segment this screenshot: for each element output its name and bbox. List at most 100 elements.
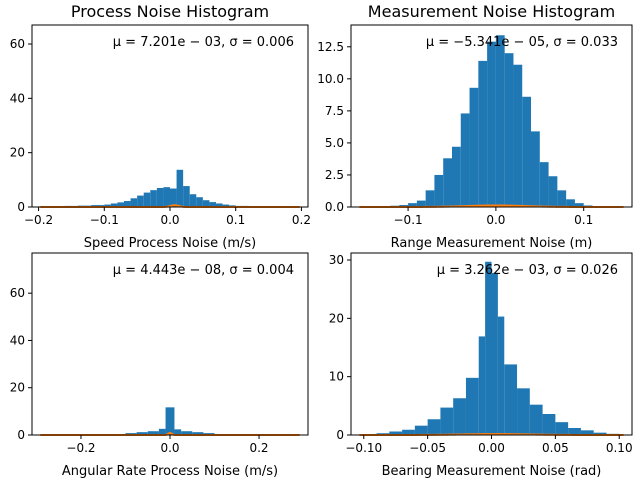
y-tick-label: 0.0 — [325, 200, 344, 214]
histogram-bar — [557, 190, 567, 207]
histogram-bar — [414, 425, 428, 435]
y-tick-label: 20 — [10, 381, 25, 395]
histogram-bar — [170, 407, 175, 435]
x-tick-label: 0.0 — [486, 213, 505, 227]
x-tick-label: −0.2 — [66, 441, 95, 455]
x-tick-label: 0.2 — [249, 441, 268, 455]
histogram-bar — [216, 203, 223, 207]
x-tick-label: 0.0 — [160, 213, 179, 227]
x-tick-label: −0.1 — [90, 213, 119, 227]
stats-annotation: μ = 7.201e − 03, σ = 0.006 — [113, 35, 294, 50]
chart-title: Measurement Noise Histogram — [368, 2, 615, 21]
y-tick-label: 40 — [10, 333, 25, 347]
histogram-bar — [170, 188, 177, 207]
histogram-bar — [555, 422, 569, 435]
axes-frame — [31, 24, 309, 208]
x-tick-label: −0.2 — [24, 213, 53, 227]
histogram-bar — [593, 432, 607, 435]
histogram-bar — [150, 190, 157, 207]
y-tick-label: 5.0 — [325, 136, 344, 150]
y-tick-label: 0 — [17, 428, 25, 442]
x-tick-label: 0.2 — [292, 213, 311, 227]
histogram-bar — [156, 187, 164, 207]
histogram-bar — [196, 197, 203, 207]
y-tick-label: 30 — [329, 253, 344, 267]
histogram-bar — [104, 204, 111, 207]
histogram-bar — [504, 364, 518, 435]
x-axis-label: Bearing Measurement Noise (rad) — [382, 464, 602, 479]
histogram-bar — [513, 64, 523, 207]
axes-frame — [350, 24, 633, 208]
histogram-bar — [124, 201, 131, 207]
histogram-bar — [531, 131, 540, 207]
histogram-bar — [574, 203, 584, 207]
histogram-bar — [504, 53, 514, 208]
y-tick-label: 0 — [336, 428, 344, 442]
y-tick-label: 12.5 — [317, 40, 344, 54]
histogram-bar — [137, 195, 144, 207]
histogram-bar — [222, 204, 230, 207]
stats-annotation: μ = 4.443e − 08, σ = 0.004 — [113, 263, 294, 278]
histogram-bar — [522, 96, 532, 207]
x-axis-label: Speed Process Noise (m/s) — [84, 236, 257, 251]
histogram-bar — [110, 203, 118, 207]
histogram-bar — [453, 398, 466, 435]
histogram-bar — [460, 113, 470, 207]
histogram-bar — [465, 377, 479, 435]
histogram-bar — [143, 192, 151, 207]
y-tick-label: 0 — [17, 200, 25, 214]
histogram-bar — [176, 169, 184, 207]
histogram-bar — [580, 430, 594, 435]
y-tick-label: 7.5 — [325, 104, 344, 118]
histogram-bar — [402, 429, 415, 435]
histogram-bar — [443, 158, 452, 207]
histogram-bar — [478, 60, 488, 207]
y-tick-label: 20 — [10, 146, 25, 160]
stats-annotation: μ = −5.341e − 05, σ = 0.033 — [426, 35, 618, 50]
x-tick-label: 0.0 — [160, 441, 179, 455]
histogram-bar — [425, 190, 435, 207]
panel-speed-process-noise: −0.2 −0.1 0.0 0.1 0.2 0 20 40 60 Process Noise Hi… — [10, 2, 311, 251]
histogram-bar — [192, 432, 204, 435]
x-tick-label: −0.10 — [345, 441, 382, 455]
histogram-bar — [389, 431, 403, 435]
histogram-bar — [117, 202, 124, 207]
histogram-bar — [566, 199, 575, 207]
panel-bearing-measurement-noise: −0.10 −0.05 0.00 0.05 0.10 0 10 20 30 Bearing Mea… — [329, 252, 633, 479]
x-tick-label: −0.05 — [409, 441, 446, 455]
histogram-bar — [130, 198, 138, 207]
histogram-bar — [147, 431, 159, 435]
histogram-bar — [469, 87, 479, 207]
x-tick-label: 0.1 — [574, 213, 593, 227]
x-axis-label: Angular Rate Process Noise (m/s) — [62, 464, 278, 479]
histogram-bar — [542, 414, 556, 435]
histogram-bar — [487, 41, 496, 207]
histogram-bar — [497, 316, 505, 435]
x-tick-label: 0.05 — [542, 441, 569, 455]
histogram-bar — [491, 272, 498, 435]
histogram-bar — [440, 407, 454, 435]
histogram-bar — [427, 419, 441, 435]
histogram-bar — [189, 194, 197, 207]
histogram-bar — [165, 407, 170, 435]
histogram-bar — [434, 174, 444, 207]
histogram-bar — [209, 202, 216, 207]
histogram-bar — [568, 428, 581, 435]
x-tick-label: 0.10 — [606, 441, 633, 455]
x-tick-label: −0.1 — [394, 213, 423, 227]
x-tick-label: 0.00 — [478, 441, 505, 455]
histogram-bar — [183, 186, 190, 207]
histogram-bar — [548, 176, 558, 207]
stats-annotation: μ = 3.262e − 03, σ = 0.026 — [437, 263, 618, 278]
histogram-bar — [408, 203, 417, 207]
histogram-bar — [485, 261, 492, 435]
y-tick-label: 10.0 — [317, 72, 344, 86]
histogram-bar — [451, 146, 461, 207]
histogram-bar — [136, 432, 148, 435]
histogram-bar — [495, 35, 505, 207]
y-tick-label: 40 — [10, 91, 25, 105]
panel-range-measurement-noise: −0.1 0.0 0.1 0.0 2.5 5.0 7.5 10.0 12.5 Measuremen… — [317, 2, 633, 251]
histogram-bar — [181, 431, 193, 435]
panel-angular-rate-process-noise: −0.2 0.0 0.2 0 20 40 60 Angular Rate Process No… — [10, 252, 309, 479]
